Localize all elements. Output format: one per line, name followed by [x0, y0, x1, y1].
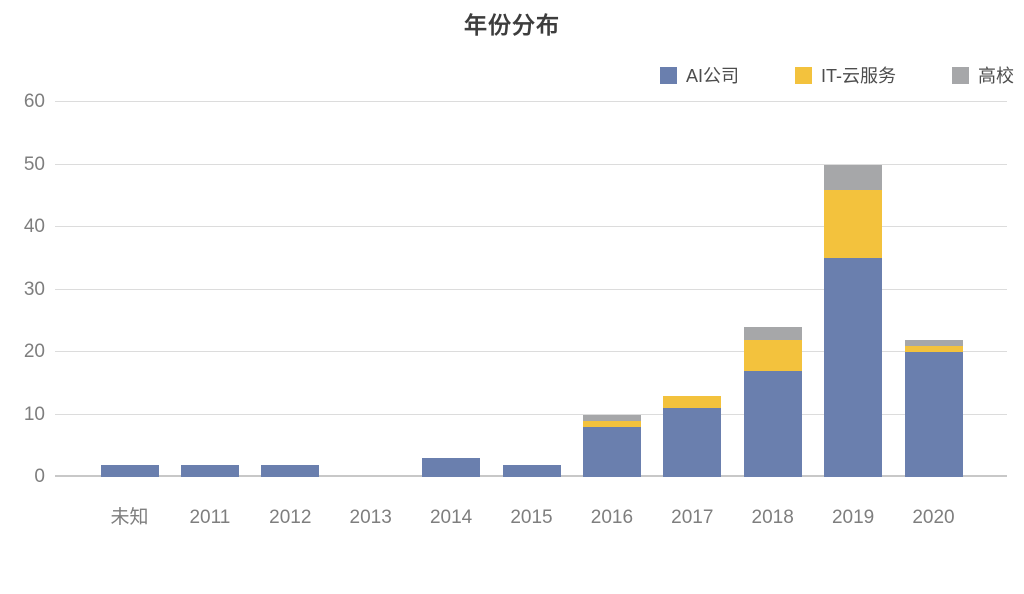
bar-segment-2020-IT-云服务[interactable]: [904, 345, 963, 352]
bar-segment-2016-高校[interactable]: [582, 414, 641, 421]
y-tick-label-10: 10: [23, 403, 45, 425]
gridline-y10: [55, 413, 1007, 415]
x-tick-label-未知: 未知: [110, 507, 149, 528]
bar-segment-2018-IT-云服务[interactable]: [743, 339, 802, 371]
bar-segment-2020-AI公司[interactable]: [904, 352, 963, 477]
x-tick-label-2017: 2017: [671, 507, 714, 528]
x-tick-label-2020: 2020: [912, 507, 955, 528]
chart-title: 年份分布: [464, 12, 560, 38]
bar-segment-2017-AI公司[interactable]: [663, 408, 722, 477]
bar-segment-2016-IT-云服务[interactable]: [582, 420, 641, 427]
bar-segment-未知-AI公司[interactable]: [100, 464, 159, 477]
x-tick-label-2014: 2014: [429, 507, 473, 528]
y-tick-label-40: 40: [23, 216, 45, 237]
bar-segment-2019-AI公司[interactable]: [824, 258, 883, 477]
bar-segment-2018-高校[interactable]: [743, 327, 802, 340]
x-tick-label-2011: 2011: [189, 507, 231, 528]
bar-segment-2014-AI公司[interactable]: [422, 458, 481, 477]
y-tick-label-50: 50: [23, 153, 45, 175]
y-tick-label-0: 0: [34, 466, 45, 487]
legend-item-university[interactable]: 高校: [952, 62, 1014, 88]
legend-item-it-cloud[interactable]: IT-云服务: [795, 62, 896, 88]
x-tick-label-2013: 2013: [349, 507, 392, 528]
legend-swatch-university-icon: [952, 66, 969, 84]
legend-item-ai[interactable]: AI公司: [659, 62, 739, 88]
x-tick-label-2016: 2016: [590, 507, 634, 528]
legend: AI公司 IT-云服务 高校: [659, 62, 1014, 88]
bar-segment-2011-AI公司[interactable]: [180, 464, 239, 477]
gridline-y20: [55, 351, 1007, 352]
legend-swatch-ai-icon: [659, 66, 677, 84]
bar-segment-2012-AI公司[interactable]: [261, 464, 320, 477]
gridline-y40: [55, 226, 1007, 227]
y-tick-label-30: 30: [23, 278, 45, 300]
x-tick-label-2019: 2019: [831, 507, 875, 528]
x-tick-label-2018: 2018: [751, 507, 794, 528]
plot-area: [55, 101, 1007, 477]
bar-segment-2018-AI公司[interactable]: [743, 370, 802, 477]
legend-swatch-it-cloud-icon: [795, 66, 812, 84]
bar-segment-2016-AI公司[interactable]: [582, 427, 641, 477]
bar-segment-2020-高校[interactable]: [904, 339, 963, 346]
legend-label-ai: AI公司: [685, 66, 739, 86]
bar-segment-2019-IT-云服务[interactable]: [824, 189, 883, 259]
gridline-y60: [55, 101, 1007, 102]
y-tick-label-20: 20: [23, 341, 45, 362]
bar-segment-2019-高校[interactable]: [824, 164, 883, 190]
bar-segment-2015-AI公司[interactable]: [502, 464, 561, 477]
y-tick-label-60: 60: [23, 91, 45, 112]
legend-label-it-cloud: IT-云服务: [821, 66, 896, 86]
gridline-y50: [55, 163, 1007, 165]
x-tick-label-2015: 2015: [510, 507, 553, 528]
legend-label-university: 高校: [978, 66, 1014, 86]
bar-segment-2017-IT-云服务[interactable]: [663, 395, 722, 409]
gridline-y30: [55, 288, 1007, 290]
x-tick-label-2012: 2012: [269, 507, 312, 528]
